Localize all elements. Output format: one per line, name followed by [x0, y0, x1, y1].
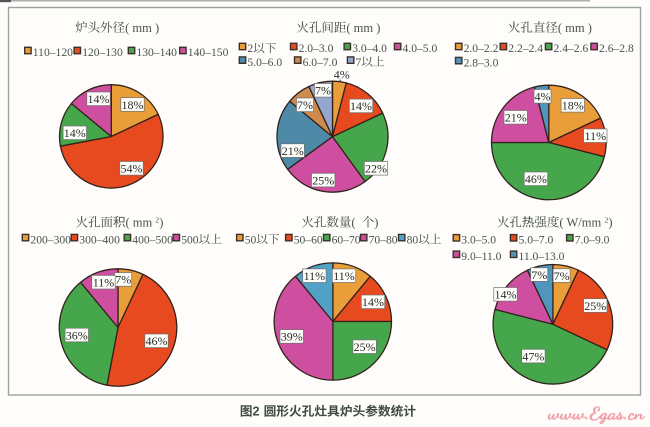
svg-text:14%: 14%	[350, 99, 372, 113]
svg-text:9.0–11.0: 9.0–11.0	[461, 250, 501, 263]
svg-text:7%: 7%	[297, 98, 313, 112]
svg-text:50: 50	[245, 233, 257, 246]
svg-text:400–500: 400–500	[132, 233, 173, 246]
svg-text:120–130: 120–130	[82, 46, 123, 59]
svg-text:47%: 47%	[522, 349, 544, 363]
svg-text:2.6–2.8: 2.6–2.8	[599, 42, 634, 55]
svg-text:54%: 54%	[121, 162, 143, 176]
svg-text:7%: 7%	[315, 84, 331, 98]
svg-text:3.0–5.0: 3.0–5.0	[461, 234, 496, 247]
svg-text:110–120: 110–120	[33, 46, 73, 59]
svg-text:2.0–2.2: 2.0–2.2	[464, 42, 499, 55]
svg-text:( mm ): ( mm )	[558, 21, 592, 35]
svg-text:2.8–3.0: 2.8–3.0	[464, 56, 499, 69]
svg-text:2.2–2.4: 2.2–2.4	[508, 42, 543, 55]
svg-text:46%: 46%	[525, 172, 547, 186]
svg-text:2: 2	[155, 215, 159, 224]
svg-text:46%: 46%	[146, 334, 168, 348]
svg-text:4%: 4%	[535, 90, 551, 104]
svg-text:7.0–9.0: 7.0–9.0	[575, 234, 610, 247]
svg-text:18%: 18%	[122, 98, 144, 112]
svg-text:14%: 14%	[495, 288, 517, 302]
svg-text:50–60: 50–60	[294, 233, 323, 246]
svg-text:): )	[374, 216, 378, 230]
svg-text:4.0–5.0: 4.0–5.0	[403, 42, 438, 55]
svg-text:300–400: 300–400	[79, 233, 120, 246]
svg-text:( mm: ( mm	[126, 216, 153, 230]
svg-text:2: 2	[247, 42, 253, 55]
svg-text:): )	[159, 216, 163, 230]
svg-text:18%: 18%	[562, 99, 584, 113]
svg-text:25%: 25%	[354, 340, 376, 354]
svg-text:39%: 39%	[281, 330, 303, 344]
svg-text:2: 2	[605, 215, 609, 224]
svg-text:80: 80	[407, 233, 419, 246]
svg-text:6.0–7.0: 6.0–7.0	[303, 56, 338, 69]
svg-text:130–140: 130–140	[136, 46, 177, 59]
svg-text:22%: 22%	[365, 162, 387, 176]
svg-text:11%: 11%	[333, 269, 355, 283]
svg-text:14%: 14%	[64, 126, 86, 140]
svg-text:500: 500	[181, 233, 199, 246]
svg-text:11.0–13.0: 11.0–13.0	[519, 250, 565, 263]
svg-text:200–300: 200–300	[30, 233, 71, 246]
svg-text:70–80: 70–80	[369, 233, 398, 246]
svg-text:2.4–2.6: 2.4–2.6	[554, 42, 589, 55]
svg-text:3.0–4.0: 3.0–4.0	[352, 42, 387, 55]
svg-text:7%: 7%	[554, 269, 570, 283]
svg-text:7%: 7%	[115, 273, 131, 287]
svg-text:( mm ): ( mm )	[346, 21, 380, 35]
svg-text:11%: 11%	[585, 129, 607, 143]
svg-text:60–70: 60–70	[332, 233, 361, 246]
svg-text:( W/mm: ( W/mm	[559, 216, 601, 230]
svg-text:25%: 25%	[312, 173, 334, 187]
svg-text:7: 7	[356, 56, 362, 69]
svg-text:36%: 36%	[66, 328, 88, 342]
svg-text:14%: 14%	[362, 295, 384, 309]
svg-text:140–150: 140–150	[188, 46, 229, 59]
svg-text:25%: 25%	[584, 299, 606, 313]
svg-text:11%: 11%	[304, 269, 326, 283]
svg-text:( mm ): ( mm )	[125, 21, 159, 35]
svg-text:2: 2	[253, 405, 260, 419]
svg-text:11%: 11%	[93, 276, 115, 290]
svg-text:21%: 21%	[282, 144, 304, 158]
svg-text:(: (	[351, 216, 355, 230]
svg-text:4%: 4%	[334, 67, 350, 81]
svg-text:2.0–3.0: 2.0–3.0	[299, 42, 334, 55]
svg-text:): )	[608, 216, 612, 230]
svg-text:14%: 14%	[88, 92, 110, 106]
svg-text:5.0–7.0: 5.0–7.0	[519, 234, 554, 247]
svg-text:7%: 7%	[531, 268, 547, 282]
svg-text:21%: 21%	[505, 111, 527, 125]
svg-text:5.0–6.0: 5.0–6.0	[247, 56, 282, 69]
